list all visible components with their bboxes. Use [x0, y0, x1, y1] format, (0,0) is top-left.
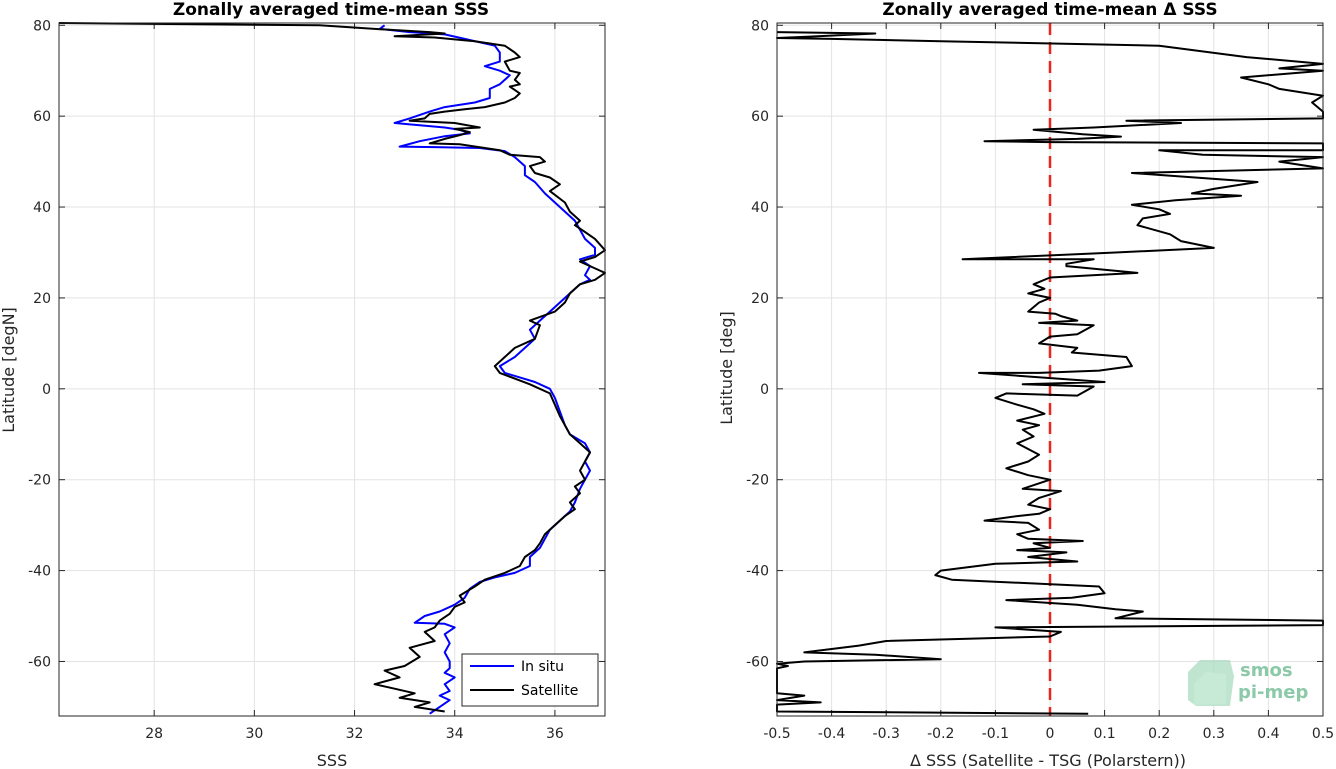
delta-sss-y-tick-label: 20	[751, 291, 769, 307]
logo-text-smos: smos	[1240, 660, 1293, 681]
delta-sss-y-tick-label: 80	[751, 18, 769, 34]
sss-plot-area	[59, 23, 605, 716]
legend-label-satellite: Satellite	[521, 683, 578, 699]
sss-y-tick-label: 60	[33, 109, 51, 125]
delta-sss-x-tick-label: -0.5	[763, 726, 790, 742]
sss-x-tick-label: 30	[245, 726, 263, 742]
delta-sss-y-tick-label: -40	[746, 564, 769, 580]
delta-sss-x-tick-label: 0.1	[1093, 726, 1115, 742]
sss-x-tick-label: 32	[346, 726, 364, 742]
sss-y-tick-label: 0	[42, 382, 51, 398]
sss-y-tick-label: -40	[28, 564, 51, 580]
delta-sss-x-tick-label: -0.4	[818, 726, 845, 742]
delta-sss-axes-box	[776, 22, 1324, 717]
delta-sss-x-tick-label: -0.3	[873, 726, 900, 742]
delta-sss-panel: Zonally averaged time-mean Δ SSS -0.5 -0.…	[717, 0, 1334, 769]
delta-sss-x-tick-label: 0.3	[1203, 726, 1225, 742]
sss-y-tick-label: 20	[33, 291, 51, 307]
sss-y-tick-label: 40	[33, 200, 51, 216]
delta-sss-y-axis-label: Latitude [deg]	[717, 311, 736, 425]
delta-sss-chart-title: Zonally averaged time-mean Δ SSS	[882, 0, 1217, 20]
sss-x-axis-label: SSS	[317, 751, 347, 769]
delta-sss-y-tick-label: -60	[746, 654, 769, 670]
delta-sss-series-line-delta	[776, 31, 1324, 715]
delta-sss-ticks: -0.5 -0.4 -0.3 -0.2 -0.1 0 0.1 0.2 0.3 0.4 0.5 80 60…	[746, 18, 1334, 742]
delta-sss-x-tick-label: -0.1	[982, 726, 1009, 742]
delta-sss-y-tick-label: 0	[760, 382, 769, 398]
legend: In situ Satellite	[461, 653, 599, 707]
delta-sss-y-tick-label: 60	[751, 109, 769, 125]
sss-x-tick-label: 36	[546, 726, 564, 742]
sss-axes-box	[58, 22, 606, 717]
delta-sss-lines	[776, 23, 1324, 716]
sss-series-line-in-situ	[378, 24, 596, 715]
sss-lines	[58, 22, 606, 715]
delta-sss-x-tick-label: -0.2	[927, 726, 954, 742]
legend-box	[461, 653, 599, 707]
delta-sss-x-tick-label: 0.4	[1257, 726, 1279, 742]
logo-mark-inner	[1194, 672, 1226, 705]
delta-sss-x-axis-label: Δ SSS (Satellite - TSG (Polarstern))	[910, 751, 1186, 769]
delta-sss-y-tick-label: -20	[746, 473, 769, 489]
smos-pi-mep-logo: smos pi-mep	[1188, 660, 1308, 706]
sss-x-tick-label: 34	[446, 726, 464, 742]
sss-y-tick-label: -60	[28, 654, 51, 670]
delta-sss-x-tick-label: 0.5	[1312, 726, 1334, 742]
sss-x-tick-label: 28	[145, 726, 163, 742]
delta-sss-x-tick-label: 0	[1046, 726, 1055, 742]
sss-y-axis-label: Latitude [degN]	[0, 307, 18, 433]
sss-series-line-satellite	[58, 22, 606, 713]
delta-sss-y-tick-label: 40	[751, 200, 769, 216]
sss-ticks: 28 30 32 34 36 80 60 40 20 0 -20 -40 -60	[28, 18, 605, 742]
delta-sss-x-tick-label: 0.2	[1148, 726, 1170, 742]
sss-panel: Zonally averaged time-mean SSS 28 30 32 34 3…	[0, 0, 606, 769]
sss-y-tick-label: -20	[28, 473, 51, 489]
legend-label-in-situ: In situ	[521, 659, 564, 675]
sss-chart-title: Zonally averaged time-mean SSS	[173, 0, 489, 20]
sss-y-tick-label: 80	[33, 18, 51, 34]
logo-text-pi-mep: pi-mep	[1238, 682, 1308, 703]
